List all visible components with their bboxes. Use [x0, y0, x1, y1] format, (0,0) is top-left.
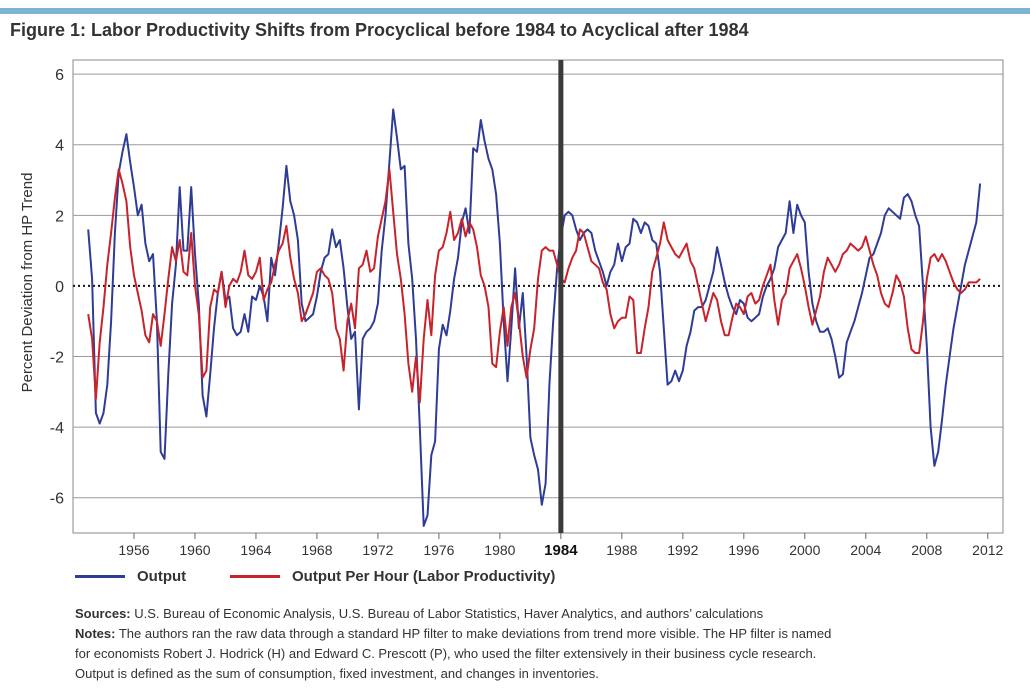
- notes-line-1: Notes: The authors ran the raw data thro…: [75, 624, 975, 644]
- x-tick-label: 1972: [362, 542, 393, 558]
- notes-line-2: for economists Robert J. Hodrick (H) and…: [75, 646, 817, 661]
- x-tick-label: 1996: [728, 542, 759, 558]
- y-tick-label: -4: [50, 420, 64, 437]
- legend-item-productivity: Output Per Hour (Labor Productivity): [230, 568, 555, 585]
- figure-title: Figure 1: Labor Productivity Shifts from…: [10, 20, 749, 40]
- series-line-productivity: [87, 168, 981, 404]
- y-tick-label: -2: [50, 350, 64, 367]
- x-tick-label: 1976: [423, 542, 454, 558]
- x-tick-label: 2012: [972, 542, 1003, 558]
- y-tick-label: 2: [55, 208, 64, 225]
- legend-swatch-productivity: [230, 575, 280, 578]
- y-axis-label: Percent Deviation from HP Trend: [19, 173, 36, 393]
- y-tick-label: 6: [55, 67, 64, 84]
- legend-swatch-output: [75, 575, 125, 578]
- y-tick-label: 0: [55, 279, 64, 296]
- notes-line-3: Output is defined as the sum of consumpt…: [75, 666, 599, 681]
- sources-line: Sources: U.S. Bureau of Economic Analysi…: [75, 604, 975, 624]
- figure-notes: Sources: U.S. Bureau of Economic Analysi…: [75, 604, 975, 684]
- notes-label: Notes:: [75, 626, 116, 641]
- sources-label: Sources:: [75, 606, 131, 621]
- plot-frame: [72, 59, 1004, 534]
- legend-label-productivity: Output Per Hour (Labor Productivity): [292, 568, 556, 585]
- top-accent-rule: [0, 8, 1030, 14]
- series-line-output: [87, 108, 982, 527]
- x-tick-label: 2008: [911, 542, 942, 558]
- line-chart: 6 4 2 0 -2 -4 -6 1956 1960 1964 1968 1972 1976 1980 19…: [19, 59, 1004, 559]
- x-tick-label: 1960: [179, 542, 210, 558]
- x-tick-label: 2000: [789, 542, 820, 558]
- sources-text: U.S. Bureau of Economic Analysis, U.S. B…: [134, 606, 764, 621]
- legend-item-output: Output: [75, 568, 186, 585]
- x-tick-label: 1956: [118, 542, 149, 558]
- y-tick-label: 4: [55, 138, 64, 155]
- x-tick-label: 1980: [484, 542, 515, 558]
- x-tick-label: 1992: [667, 542, 698, 558]
- notes-text-1: The authors ran the raw data through a s…: [118, 626, 832, 641]
- y-tick-label: -6: [50, 491, 64, 508]
- x-tick-label: 1988: [606, 542, 637, 558]
- x-tick-label: 1968: [301, 542, 332, 558]
- legend-label-output: Output: [137, 568, 187, 585]
- x-tick-label: 2004: [850, 542, 881, 558]
- x-tick-label-highlight: 1984: [544, 542, 578, 559]
- x-tick-label: 1964: [240, 542, 271, 558]
